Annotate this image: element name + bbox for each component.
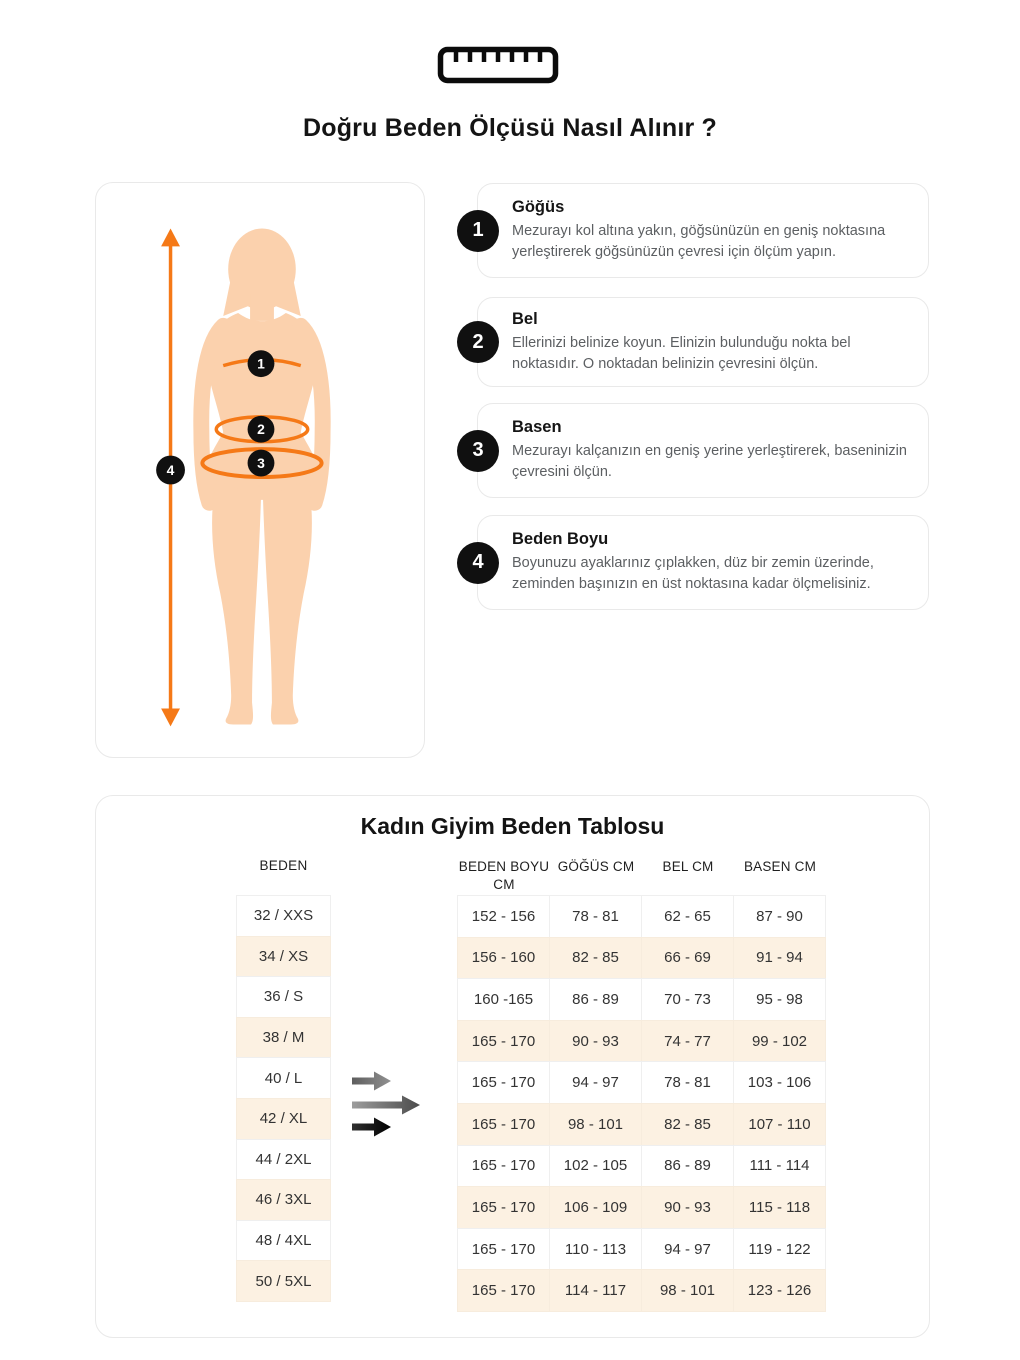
measurement-cell-waist: 98 - 101 <box>641 1269 734 1312</box>
column-header-waist: BEL CM <box>662 859 714 874</box>
measurement-cell-hip: 95 - 98 <box>733 978 826 1021</box>
height-arrow-heads <box>161 228 180 727</box>
size-cell: 50 / 5XL <box>236 1260 331 1302</box>
measurement-cell-waist: 62 - 65 <box>641 895 734 938</box>
measurement-cell-hip: 87 - 90 <box>733 895 826 938</box>
size-cell: 42 / XL <box>236 1097 331 1140</box>
svg-text:4: 4 <box>167 462 175 478</box>
body-figure-illustration: 1 2 3 4 <box>156 228 331 727</box>
measurement-cell-waist: 70 - 73 <box>641 978 734 1021</box>
step-card-body-height: 4 Beden Boyu Boyunuzu ayaklarınız çıplak… <box>457 515 929 610</box>
size-cell: 48 / 4XL <box>236 1219 331 1262</box>
step-title: Göğüs <box>512 198 565 217</box>
size-cell: 32 / XXS <box>236 895 331 937</box>
figure-marker-1: 1 <box>247 350 275 378</box>
measurement-cell-height: 156 - 160 <box>457 936 550 980</box>
step-card-waist: 2 Bel Ellerinizi belinize koyun. Elinizi… <box>457 297 929 387</box>
measurement-cell-hip: 99 - 102 <box>733 1019 826 1063</box>
column-header-height: BEDEN BOYU CM <box>458 859 550 892</box>
measurement-cell-height: 165 - 170 <box>457 1144 550 1188</box>
measurement-cell-hip: 123 - 126 <box>733 1269 826 1312</box>
measurement-cell-height: 160 -165 <box>457 978 550 1021</box>
step-number-badge: 3 <box>457 429 499 472</box>
measurement-cell-chest: 86 - 89 <box>549 978 642 1021</box>
step-number-badge: 1 <box>457 209 499 252</box>
measurement-cell-chest: 98 - 101 <box>549 1102 642 1146</box>
measurement-cell-height: 152 - 156 <box>457 895 550 938</box>
measurement-cell-hip: 103 - 106 <box>733 1061 826 1104</box>
measurement-cell-chest: 110 - 113 <box>549 1227 642 1271</box>
size-table-title: Kadın Giyim Beden Tablosu <box>360 813 665 839</box>
measurement-cell-chest: 94 - 97 <box>549 1061 642 1104</box>
figure-marker-3: 3 <box>247 449 275 477</box>
size-column: 32 / XXS 34 / XS 36 / S 38 / M 40 / L 42 / XL… <box>236 895 331 1302</box>
svg-text:3: 3 <box>257 455 265 471</box>
measurement-cell-waist: 94 - 97 <box>641 1227 734 1271</box>
measurement-cell-waist: 78 - 81 <box>641 1061 734 1104</box>
size-table-card: Kadın Giyim Beden Tablosu BEDEN BEDEN BO… <box>95 795 930 1338</box>
size-cell: 40 / L <box>236 1057 331 1099</box>
measurement-cell-hip: 91 - 94 <box>733 936 826 980</box>
step-text: Boyunuzu ayaklarınız çıplakken, düz bir … <box>512 555 874 592</box>
body-measurement-figure-card: 1 2 3 4 <box>95 182 425 758</box>
measurement-cell-waist: 90 - 93 <box>641 1186 734 1229</box>
step-text: Mezurayı kol altına yakın, göğsünüzün en… <box>512 223 886 260</box>
measurement-cell-waist: 86 - 89 <box>641 1144 734 1188</box>
step-number-badge: 4 <box>457 541 499 584</box>
step-text: Mezurayı kalçanızın en geniş yerine yerl… <box>512 443 907 480</box>
measurement-cell-chest: 82 - 85 <box>549 936 642 980</box>
measurement-cell-height: 165 - 170 <box>457 1061 550 1104</box>
ruler-icon <box>437 46 559 84</box>
page-title: Doğru Beden Ölçüsü Nasıl Alınır ? <box>302 114 718 142</box>
measurement-cell-waist: 74 - 77 <box>641 1019 734 1063</box>
svg-text:2: 2 <box>257 421 265 437</box>
step-card-chest: 1 Göğüs Mezurayı kol altına yakın, göğsü… <box>457 183 929 278</box>
measurement-cell-height: 165 - 170 <box>457 1102 550 1146</box>
svg-text:1: 1 <box>257 356 265 372</box>
step-number-badge: 2 <box>457 321 499 363</box>
measurement-cell-chest: 102 - 105 <box>549 1144 642 1188</box>
measurement-cell-hip: 115 - 118 <box>733 1186 826 1229</box>
measurement-cell-chest: 106 - 109 <box>549 1186 642 1229</box>
measurements-grid: 152 - 156 78 - 81 62 - 65 87 - 90 156 - 160 8… <box>457 895 826 1312</box>
measurement-cell-height: 165 - 170 <box>457 1227 550 1271</box>
size-column-header: BEDEN <box>259 858 308 873</box>
step-title: Bel <box>512 309 538 328</box>
measurement-cell-hip: 119 - 122 <box>733 1227 826 1271</box>
column-header-chest: GÖĞÜS CM <box>557 859 635 874</box>
measurement-cell-chest: 78 - 81 <box>549 895 642 938</box>
measure-headers: BEDEN BOYU CM GÖĞÜS CM BEL CM BASEN CM <box>458 858 826 893</box>
step-title: Basen <box>512 418 562 437</box>
measurement-cell-height: 165 - 170 <box>457 1019 550 1063</box>
figure-marker-2: 2 <box>247 415 275 443</box>
size-cell: 38 / M <box>236 1016 331 1059</box>
size-cell: 36 / S <box>236 976 331 1018</box>
measurement-cell-chest: 90 - 93 <box>549 1019 642 1063</box>
size-cell: 46 / 3XL <box>236 1179 331 1221</box>
size-cell: 34 / XS <box>236 935 331 978</box>
measurement-cell-height: 165 - 170 <box>457 1186 550 1229</box>
column-header-hip: BASEN CM <box>743 859 817 874</box>
step-card-hip: 3 Basen Mezurayı kalçanızın en geniş yer… <box>457 403 929 498</box>
row-pointer-arrows-icon <box>352 1068 428 1140</box>
measurement-cell-chest: 114 - 117 <box>549 1269 642 1312</box>
measurement-cell-waist: 66 - 69 <box>641 936 734 980</box>
measurement-cell-height: 165 - 170 <box>457 1269 550 1312</box>
step-title: Beden Boyu <box>512 530 609 549</box>
measurement-cell-hip: 111 - 114 <box>733 1144 826 1188</box>
step-text: Ellerinizi belinize koyun. Elinizin bulu… <box>512 334 851 372</box>
measurement-cell-hip: 107 - 110 <box>733 1102 826 1146</box>
measurement-cell-waist: 82 - 85 <box>641 1102 734 1146</box>
size-cell: 44 / 2XL <box>236 1138 331 1181</box>
figure-marker-4: 4 <box>156 455 185 485</box>
